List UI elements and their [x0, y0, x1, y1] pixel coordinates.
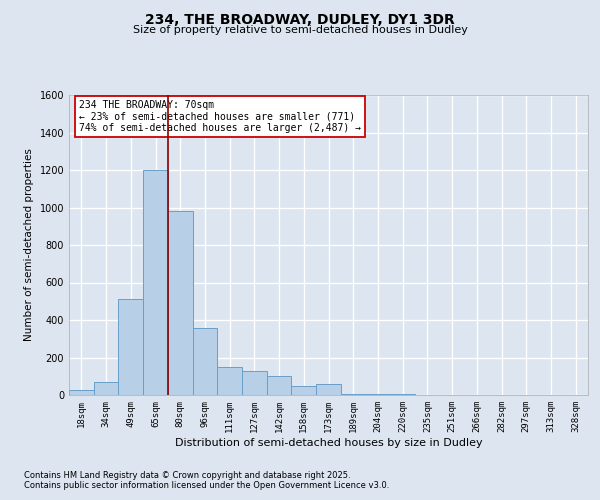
Bar	[341, 394, 365, 395]
Bar	[143, 170, 168, 395]
Bar	[390, 394, 415, 395]
Text: 234 THE BROADWAY: 70sqm
← 23% of semi-detached houses are smaller (771)
74% of s: 234 THE BROADWAY: 70sqm ← 23% of semi-de…	[79, 100, 361, 132]
X-axis label: Distribution of semi-detached houses by size in Dudley: Distribution of semi-detached houses by …	[175, 438, 482, 448]
Bar	[69, 390, 94, 395]
Text: Contains HM Land Registry data © Crown copyright and database right 2025.: Contains HM Land Registry data © Crown c…	[24, 471, 350, 480]
Bar	[267, 376, 292, 395]
Bar	[94, 382, 118, 395]
Text: 234, THE BROADWAY, DUDLEY, DY1 3DR: 234, THE BROADWAY, DUDLEY, DY1 3DR	[145, 12, 455, 26]
Bar	[316, 384, 341, 395]
Y-axis label: Number of semi-detached properties: Number of semi-detached properties	[24, 148, 34, 342]
Text: Size of property relative to semi-detached houses in Dudley: Size of property relative to semi-detach…	[133, 25, 467, 35]
Bar	[193, 328, 217, 395]
Bar	[168, 211, 193, 395]
Bar	[118, 300, 143, 395]
Bar	[242, 370, 267, 395]
Bar	[365, 394, 390, 395]
Bar	[217, 367, 242, 395]
Bar	[292, 386, 316, 395]
Text: Contains public sector information licensed under the Open Government Licence v3: Contains public sector information licen…	[24, 481, 389, 490]
